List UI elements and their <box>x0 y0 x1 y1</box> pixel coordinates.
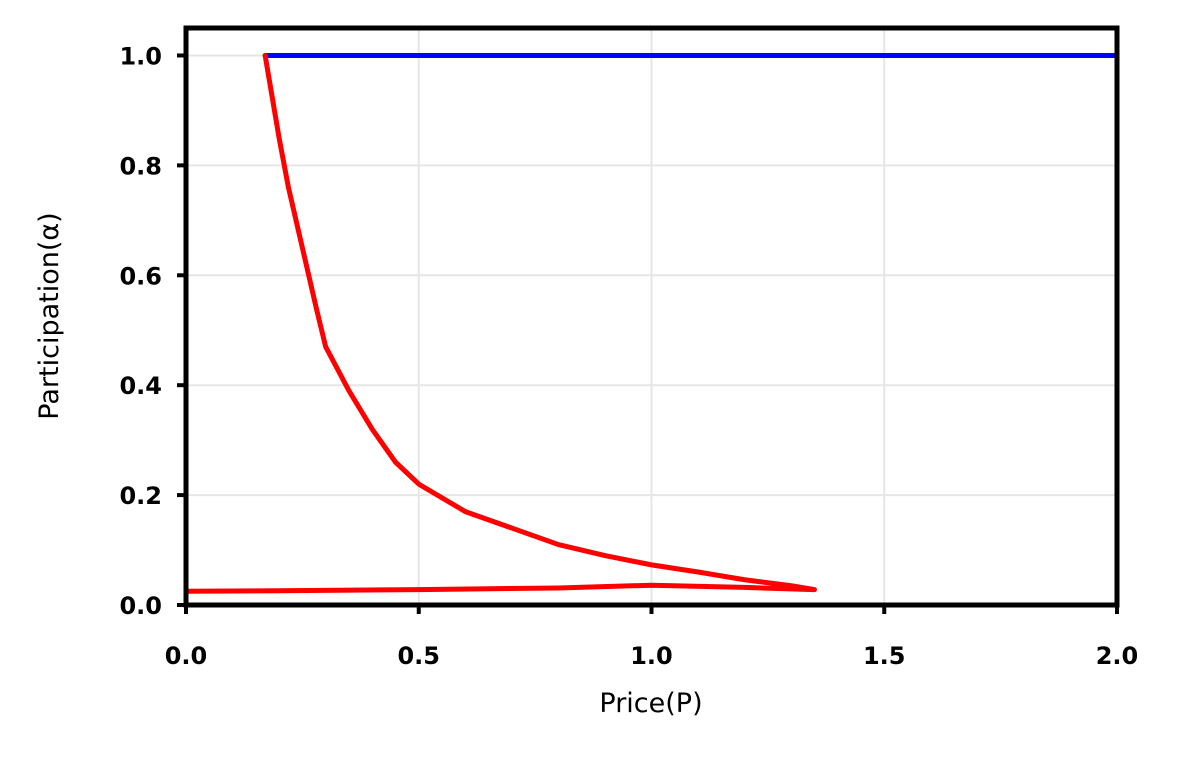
data-line <box>183 52 817 594</box>
x-tick-label: 1.0 <box>630 642 673 670</box>
y-tick-label: 0.0 <box>119 592 162 620</box>
y-tick-label: 0.6 <box>119 262 162 290</box>
x-axis-label: Price(P) <box>599 688 702 719</box>
y-tick-label: 0.8 <box>119 152 162 180</box>
x-tick-label: 1.5 <box>863 642 906 670</box>
x-tick-label: 2.0 <box>1096 642 1139 670</box>
y-tick-label: 0.4 <box>119 372 162 400</box>
plot-frame <box>183 25 1120 608</box>
x-tick-label: 0.5 <box>397 642 440 670</box>
y-tick-label: 1.0 <box>119 42 162 70</box>
x-tick-label: 0.0 <box>165 642 208 670</box>
y-tick-label: 0.2 <box>119 482 162 510</box>
y-axis-label: Participation(α) <box>34 212 65 419</box>
